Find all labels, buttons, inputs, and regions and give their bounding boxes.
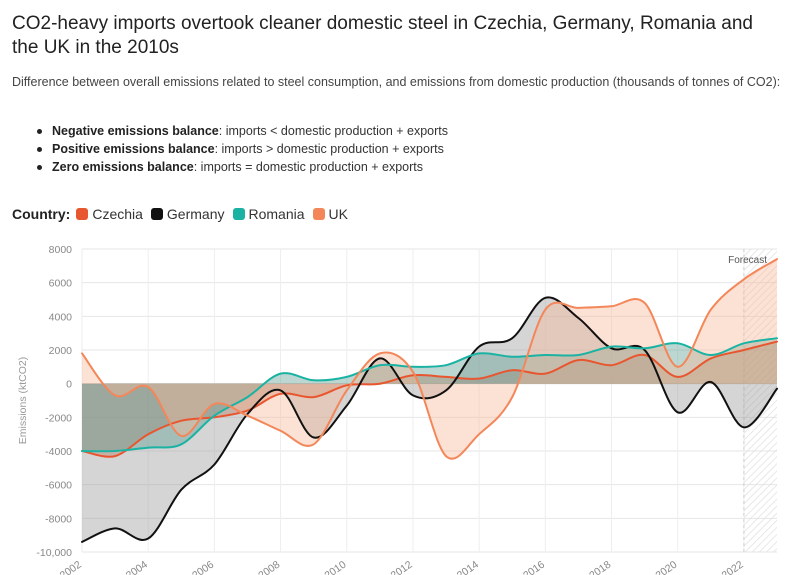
y-tick-label: 4000 bbox=[49, 311, 73, 323]
series-line-uk[interactable] bbox=[81, 258, 778, 460]
note-term: Negative emissions balance bbox=[52, 124, 219, 138]
y-tick-label: -10,000 bbox=[36, 547, 72, 559]
x-tick-label: 2008 bbox=[256, 559, 282, 575]
y-axis-title: Emissions (ktCO2) bbox=[17, 357, 29, 445]
country-legend: Country: Czechia Germany Romania UK bbox=[12, 206, 356, 222]
legend-item-germany[interactable]: Germany bbox=[150, 206, 225, 222]
note-text: : imports < domestic production + export… bbox=[218, 124, 449, 138]
legend-swatch bbox=[232, 208, 245, 220]
forecast-label: Forecast bbox=[728, 255, 767, 266]
series-line-czechia[interactable] bbox=[81, 340, 778, 458]
area-romania bbox=[82, 338, 777, 452]
x-tick-label: 2014 bbox=[455, 559, 481, 575]
x-tick-label: 2010 bbox=[322, 559, 348, 575]
legend-item-czechia[interactable]: Czechia bbox=[76, 206, 143, 222]
y-tick-label: 6000 bbox=[49, 278, 73, 290]
note-text: : imports = domestic production + export… bbox=[193, 160, 424, 174]
x-tick-label: 2006 bbox=[190, 559, 216, 575]
x-tick-label: 2020 bbox=[653, 559, 679, 575]
page-title: CO2-heavy imports overtook cleaner domes… bbox=[12, 13, 753, 58]
legend-item-romania[interactable]: Romania bbox=[232, 206, 305, 222]
legend-item-uk[interactable]: UK bbox=[312, 206, 348, 222]
note-term: Zero emissions balance bbox=[52, 160, 194, 174]
note-positive: Positive emissions balance: imports > do… bbox=[34, 140, 448, 158]
y-tick-label: 8000 bbox=[49, 244, 73, 256]
note-term: Positive emissions balance bbox=[52, 142, 215, 156]
balance-notes: Negative emissions balance: imports < do… bbox=[34, 122, 448, 176]
x-tick-label: 2002 bbox=[58, 559, 84, 575]
series-line-romania[interactable] bbox=[81, 337, 778, 453]
legend-label: Czechia bbox=[92, 206, 143, 222]
note-text: : imports > domestic production + export… bbox=[214, 142, 444, 156]
area-uk bbox=[82, 259, 777, 459]
series-line-germany[interactable] bbox=[81, 296, 778, 543]
page-subtitle: Difference between overall emissions rel… bbox=[12, 75, 781, 89]
area-czechia bbox=[82, 341, 777, 457]
note-negative: Negative emissions balance: imports < do… bbox=[34, 122, 448, 140]
line-layer bbox=[81, 258, 778, 543]
x-tick-label: 2016 bbox=[521, 559, 547, 575]
y-tick-label: -4000 bbox=[45, 446, 72, 458]
legend-swatch bbox=[150, 208, 163, 220]
note-zero: Zero emissions balance: imports = domest… bbox=[34, 158, 448, 176]
forecast-layer: Forecast bbox=[728, 249, 777, 552]
legend-swatch bbox=[76, 208, 89, 220]
area-layer bbox=[82, 259, 777, 542]
legend-swatch bbox=[312, 208, 325, 220]
legend-label: Romania bbox=[248, 206, 305, 222]
y-tick-label: -2000 bbox=[45, 412, 72, 424]
emissions-chart: Forecast 8000 6000 4000 2000 0 -2000 -4000 -600… bbox=[17, 244, 778, 575]
y-tick-label: 0 bbox=[66, 379, 72, 391]
legend-label: UK bbox=[328, 206, 348, 222]
forecast-region bbox=[743, 249, 777, 552]
x-tick-label: 2022 bbox=[720, 559, 746, 575]
x-tick-label: 2012 bbox=[389, 559, 415, 575]
x-tick-label: 2004 bbox=[124, 559, 150, 575]
y-tick-label: 2000 bbox=[49, 345, 73, 357]
y-tick-label: -8000 bbox=[45, 513, 72, 525]
area-germany bbox=[82, 297, 777, 542]
legend-label: Germany bbox=[166, 206, 225, 222]
x-tick-label: 2018 bbox=[587, 559, 613, 575]
legend-title: Country: bbox=[12, 206, 71, 222]
y-tick-label: -6000 bbox=[45, 480, 72, 492]
